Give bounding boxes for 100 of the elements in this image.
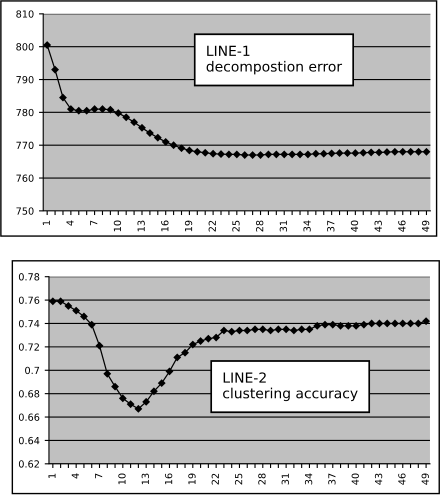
x-tick-label: 10 <box>114 220 122 232</box>
x-tick-label: 19 <box>184 220 192 232</box>
point <box>248 151 256 159</box>
x-tick-label: 34 <box>304 473 312 484</box>
point <box>80 312 88 320</box>
x-tick-label: 13 <box>137 220 145 232</box>
point <box>244 326 251 334</box>
point <box>209 150 217 158</box>
point <box>375 148 383 156</box>
point <box>142 398 150 406</box>
y-tick-label: 750 <box>16 207 34 215</box>
point <box>256 151 264 159</box>
point <box>170 142 178 149</box>
point <box>266 326 274 334</box>
point <box>233 150 240 158</box>
x-tick-label: 31 <box>280 220 288 232</box>
x-tick-label: 1 <box>42 220 50 226</box>
point <box>204 335 212 342</box>
point <box>122 114 130 121</box>
point <box>280 150 288 158</box>
x-tick-label: 46 <box>398 220 406 232</box>
x-tick-label: 7 <box>95 474 102 478</box>
point <box>106 106 114 114</box>
y-tick-label: 0.7 <box>25 366 40 374</box>
point <box>298 326 306 333</box>
y-tick-label: 0.74 <box>18 320 40 328</box>
y-tick-label: 790 <box>16 76 34 84</box>
point <box>56 298 64 305</box>
point <box>336 322 344 330</box>
point <box>368 148 375 156</box>
x-tick-label: 28 <box>256 220 264 232</box>
point <box>75 107 82 114</box>
x-tick-label: 22 <box>208 220 216 232</box>
point <box>130 118 138 126</box>
point <box>329 321 336 328</box>
point <box>288 150 296 158</box>
y-tick-label: 780 <box>16 108 34 116</box>
point <box>296 150 304 158</box>
point <box>406 320 414 328</box>
point <box>166 368 174 376</box>
x-tick-label: 40 <box>352 473 359 485</box>
point <box>154 134 162 142</box>
y-tick-label: 0.66 <box>18 414 40 421</box>
point <box>44 41 51 49</box>
point <box>314 322 321 330</box>
point <box>241 151 248 159</box>
point <box>67 105 75 113</box>
point <box>391 320 399 328</box>
x-tick-label: 13 <box>142 474 149 484</box>
x-tick-label: 16 <box>164 473 172 484</box>
point <box>344 149 352 157</box>
point <box>83 107 90 114</box>
point <box>51 66 59 74</box>
point <box>96 342 104 350</box>
x-tick-label: 31 <box>282 474 289 484</box>
y-tick-label: 810 <box>16 10 34 18</box>
point <box>49 298 56 305</box>
point <box>391 148 398 156</box>
x-tick-label: 43 <box>374 220 382 232</box>
point <box>328 150 336 158</box>
point <box>352 322 360 330</box>
point <box>422 318 430 325</box>
y-tick-label: 0.62 <box>18 460 39 468</box>
point <box>368 320 376 328</box>
point <box>272 150 280 158</box>
point <box>360 149 367 156</box>
x-tick-label: 25 <box>234 474 242 484</box>
x-tick-label: 4 <box>66 220 74 226</box>
y-tick-label: 770 <box>16 142 34 150</box>
point <box>114 109 122 117</box>
point <box>414 320 422 328</box>
y-tick-label: 0.72 <box>18 343 39 351</box>
point <box>146 129 154 137</box>
point <box>126 400 134 408</box>
point <box>59 94 67 102</box>
y-tick-label: 0.68 <box>18 390 40 398</box>
point <box>119 394 126 402</box>
x-tick-label: 37 <box>328 474 336 484</box>
point <box>282 326 290 333</box>
point <box>264 150 272 158</box>
annotation: LINE-2 clustering accuracy <box>223 372 358 402</box>
x-tick-label: 16 <box>161 220 169 232</box>
point <box>98 105 106 113</box>
x-tick-label: 7 <box>90 220 98 226</box>
x-tick-label: 22 <box>212 474 219 484</box>
y-tick-label: 0.76 <box>18 296 40 304</box>
point <box>181 349 189 356</box>
point <box>312 150 320 158</box>
point <box>162 138 170 146</box>
x-tick-label: 34 <box>303 220 311 232</box>
x-tick-label: 49 <box>422 474 429 485</box>
point <box>202 149 209 156</box>
x-tick-label: 19 <box>188 474 196 484</box>
point <box>174 354 181 362</box>
x-tick-label: 46 <box>398 473 406 485</box>
point <box>212 334 220 342</box>
x-tick-label: 43 <box>374 474 382 485</box>
point <box>259 326 266 333</box>
point <box>217 150 225 158</box>
point <box>186 146 194 154</box>
